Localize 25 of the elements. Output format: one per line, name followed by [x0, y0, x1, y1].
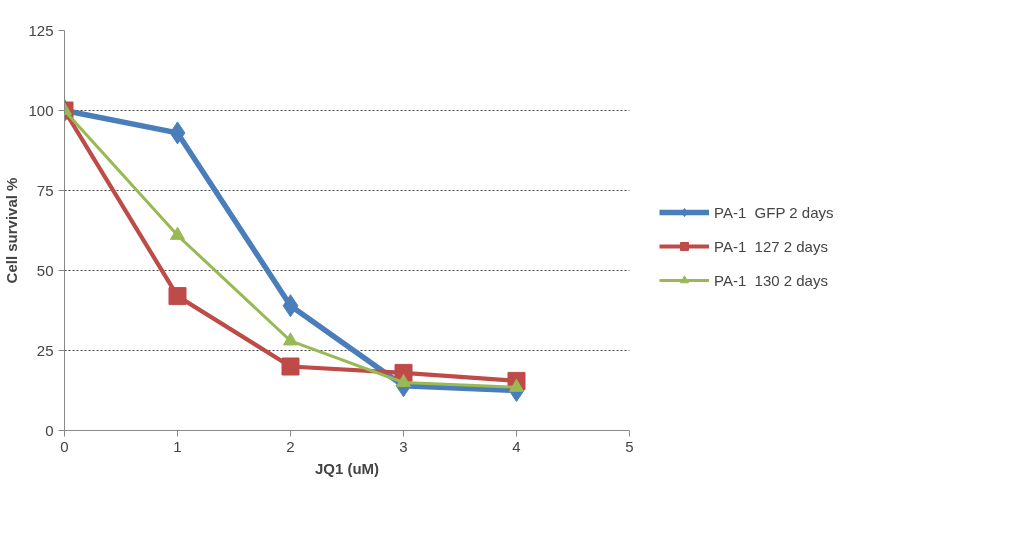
y-tick-label: 75 [36, 181, 54, 199]
legend-label: PA-1 127 2 days [714, 237, 828, 255]
x-tick-label: 4 [512, 437, 521, 455]
point [282, 294, 299, 318]
point [509, 378, 524, 392]
x-tick-label: 2 [286, 437, 295, 455]
x-tick-label: 3 [399, 437, 408, 455]
legend-label: PA-1 GFP 2 days [714, 203, 834, 221]
point [281, 357, 300, 376]
y-axis-title: Cell survival % [3, 177, 21, 284]
x-tick-label: 1 [173, 437, 182, 455]
y-tick-label: 0 [45, 421, 54, 439]
y-tick-label: 125 [28, 21, 54, 39]
point [396, 373, 411, 388]
y-tick-label: 100 [28, 101, 54, 119]
x-tick-label: 0 [60, 437, 69, 455]
y-tick-label: 50 [36, 261, 54, 279]
point [283, 332, 298, 346]
y-tick-label: 25 [36, 341, 54, 359]
legend-label: PA-1 130 2 days [714, 271, 828, 289]
x-tick-label: 5 [625, 437, 634, 455]
x-axis-title: JQ1 (uM) [314, 459, 380, 477]
point [170, 226, 185, 240]
point [169, 121, 186, 145]
point [168, 287, 187, 306]
